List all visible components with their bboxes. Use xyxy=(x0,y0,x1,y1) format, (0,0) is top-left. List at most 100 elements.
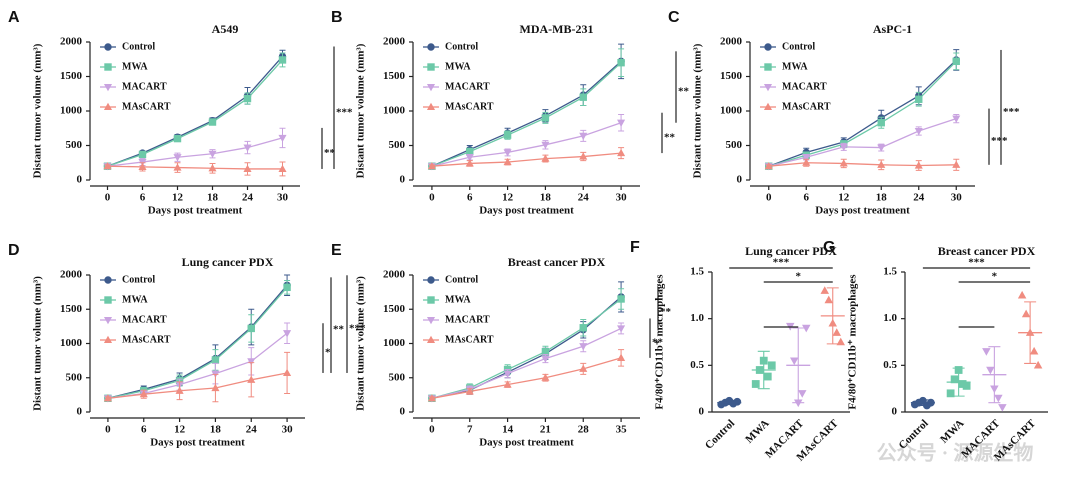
x-tick-label: 30 xyxy=(282,424,294,436)
data-point xyxy=(173,154,182,162)
y-tick-label: 1500 xyxy=(383,303,406,315)
data-point xyxy=(952,115,961,123)
series-line xyxy=(431,60,622,167)
significance-label: *** xyxy=(349,323,366,335)
chart-title: AsPC-1 xyxy=(873,22,912,36)
x-axis-label: Days post treatment xyxy=(479,437,574,449)
legend-marker xyxy=(103,335,113,344)
y-tick-label: 500 xyxy=(726,139,743,151)
legend-label: MAsCART xyxy=(445,334,494,345)
y-tick-label: 2000 xyxy=(60,269,83,281)
legend-marker xyxy=(427,276,435,284)
legend-label: Control xyxy=(782,41,815,52)
sd-bar xyxy=(916,399,929,407)
series-line xyxy=(107,372,288,399)
data-point xyxy=(503,370,512,378)
data-point xyxy=(541,114,550,122)
sd-bar xyxy=(757,350,770,390)
y-tick-label: 1.0 xyxy=(883,312,897,324)
series-line xyxy=(107,59,283,167)
data-point xyxy=(278,134,287,143)
series-line xyxy=(768,60,957,167)
data-point xyxy=(139,389,148,398)
x-tick-label: 28 xyxy=(578,424,590,436)
series-line xyxy=(431,357,622,399)
x-tick-label: 0 xyxy=(429,192,435,204)
series-line xyxy=(431,152,622,167)
x-tick-label: Control xyxy=(703,417,737,451)
significance-label: ** xyxy=(664,131,676,143)
data-point xyxy=(915,95,923,103)
panel-label: D xyxy=(8,242,20,259)
data-point xyxy=(283,283,291,292)
data-point xyxy=(998,404,1007,412)
x-tick-label: 12 xyxy=(172,192,184,204)
chart-title: Lung cancer PDX xyxy=(745,244,837,258)
significance-label: *** xyxy=(968,257,985,269)
sd-bar xyxy=(952,367,965,397)
y-tick-label: 1000 xyxy=(383,105,406,117)
y-tick-label: 0 xyxy=(699,406,705,418)
x-tick-label: 18 xyxy=(210,424,222,436)
data-point xyxy=(243,94,252,103)
data-point xyxy=(839,159,848,167)
data-point xyxy=(427,394,436,402)
y-tick-label: 1500 xyxy=(60,70,83,82)
legend-marker xyxy=(103,102,113,111)
data-point xyxy=(767,361,776,370)
data-point xyxy=(824,295,833,304)
legend-label: Control xyxy=(445,274,478,285)
data-point xyxy=(103,394,112,402)
data-point xyxy=(982,348,991,356)
y-tick-label: 500 xyxy=(66,139,83,151)
legend-marker xyxy=(426,335,436,344)
data-point xyxy=(579,93,587,101)
y-tick-label: 2000 xyxy=(60,36,83,48)
y-tick-label: 1000 xyxy=(60,105,83,117)
x-axis-label: Days post treatment xyxy=(150,437,245,449)
data-point xyxy=(820,286,829,294)
series-line xyxy=(107,165,283,170)
panel-label: B xyxy=(331,9,343,26)
panel-label: E xyxy=(331,242,342,259)
series-line xyxy=(768,59,957,167)
sd-bar xyxy=(988,346,1001,404)
panel-label: C xyxy=(668,9,680,26)
data-point xyxy=(763,372,772,381)
y-tick-label: 1000 xyxy=(720,105,743,117)
x-tick-label: 0 xyxy=(766,192,772,204)
sd-bar xyxy=(1024,301,1037,365)
data-point xyxy=(1033,360,1043,369)
data-point xyxy=(243,164,252,173)
data-point xyxy=(211,383,220,392)
x-tick-label: 30 xyxy=(616,192,628,204)
data-point xyxy=(278,164,287,173)
x-tick-label: 6 xyxy=(140,192,146,204)
y-tick-label: 1500 xyxy=(720,70,743,82)
data-point xyxy=(617,148,626,157)
data-point xyxy=(208,150,217,159)
data-point xyxy=(579,132,588,141)
data-point xyxy=(839,143,848,152)
data-point xyxy=(103,161,112,170)
legend-label: MWA xyxy=(782,61,808,72)
legend-marker xyxy=(426,316,436,325)
data-point xyxy=(211,356,220,364)
legend-label: MWA xyxy=(445,294,471,305)
y-axis-label: Distant tumor volume (mm³) xyxy=(355,43,367,178)
x-tick-label: 30 xyxy=(277,192,289,204)
legend-marker xyxy=(104,43,112,51)
data-point xyxy=(283,330,292,338)
data-point xyxy=(175,386,184,394)
y-tick-label: 1.0 xyxy=(690,312,704,324)
legend-label: MACART xyxy=(445,81,490,92)
x-tick-label: 21 xyxy=(540,424,551,436)
data-point xyxy=(283,368,292,377)
data-point xyxy=(802,324,811,333)
data-point xyxy=(503,380,512,388)
panel-label: G xyxy=(823,239,835,256)
y-tick-label: 2000 xyxy=(383,36,406,48)
significance-label: *** xyxy=(1003,106,1020,118)
significance-label: *** xyxy=(991,135,1008,147)
